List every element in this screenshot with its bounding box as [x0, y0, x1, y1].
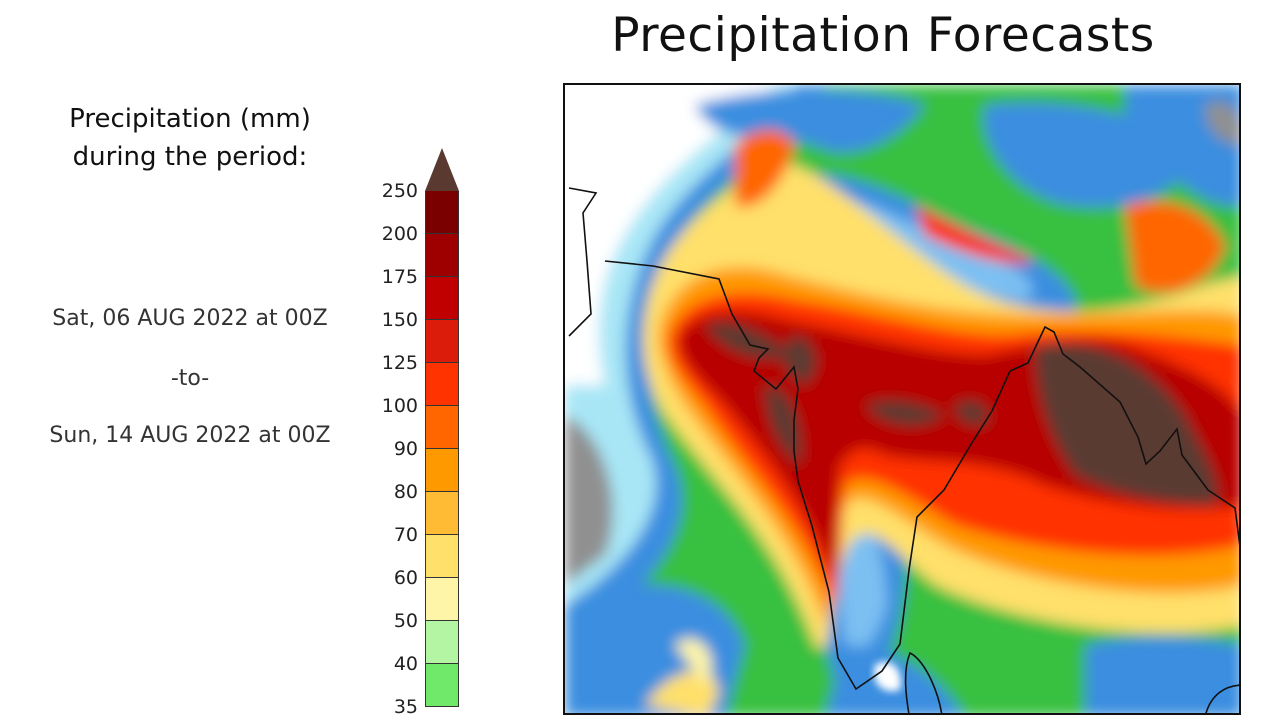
color-bar: [425, 148, 459, 707]
color-bar-segment: [425, 406, 459, 449]
legend-heading-line2: during the period:: [72, 142, 308, 172]
color-bar-tick-label: 50: [393, 610, 418, 632]
color-bar-segment: [425, 449, 459, 492]
color-bar-tick-label: 200: [381, 223, 418, 245]
color-bar-tick-label: 80: [393, 481, 418, 503]
coastlines: [568, 187, 1239, 713]
color-bar-segment: [425, 578, 459, 621]
precipitation-map: [563, 83, 1241, 715]
period-separator: -to-: [170, 366, 210, 391]
map-canvas: [565, 85, 1239, 713]
color-bar-tick-label: 35: [393, 696, 418, 718]
period-end: Sun, 14 AUG 2022 at 00Z: [49, 423, 331, 448]
color-bar-segment: [425, 277, 459, 320]
color-bar-tick-label: 100: [381, 395, 418, 417]
color-bar-segment: [425, 191, 459, 234]
color-bar-overflow-arrow: [425, 148, 459, 191]
dry-patch: [874, 661, 901, 692]
color-bar-tick-label: 175: [381, 266, 418, 288]
color-bar-segment: [425, 320, 459, 363]
color-bar-tick-label: 40: [393, 653, 418, 675]
color-bar-segment: [425, 492, 459, 535]
color-bar-segment: [425, 621, 459, 664]
color-bar-tick-label: 250: [381, 180, 418, 202]
color-bar-segment: [425, 363, 459, 406]
legend-heading: Precipitation (mm) during the period:: [20, 100, 360, 176]
color-bar-tick-label: 125: [381, 352, 418, 374]
color-bar-segment: [425, 535, 459, 578]
color-bar-segment: [425, 234, 459, 277]
legend-heading-line1: Precipitation (mm): [69, 104, 311, 134]
map-title: Precipitation Forecasts: [611, 8, 1155, 63]
color-bar-tick-label: 70: [393, 524, 418, 546]
color-bar-tick-label: 60: [393, 567, 418, 589]
period-start: Sat, 06 AUG 2022 at 00Z: [52, 306, 328, 331]
color-bar-tick-label: 150: [381, 309, 418, 331]
color-bar-segment: [425, 664, 459, 707]
color-bar-tick-label: 90: [393, 438, 418, 460]
